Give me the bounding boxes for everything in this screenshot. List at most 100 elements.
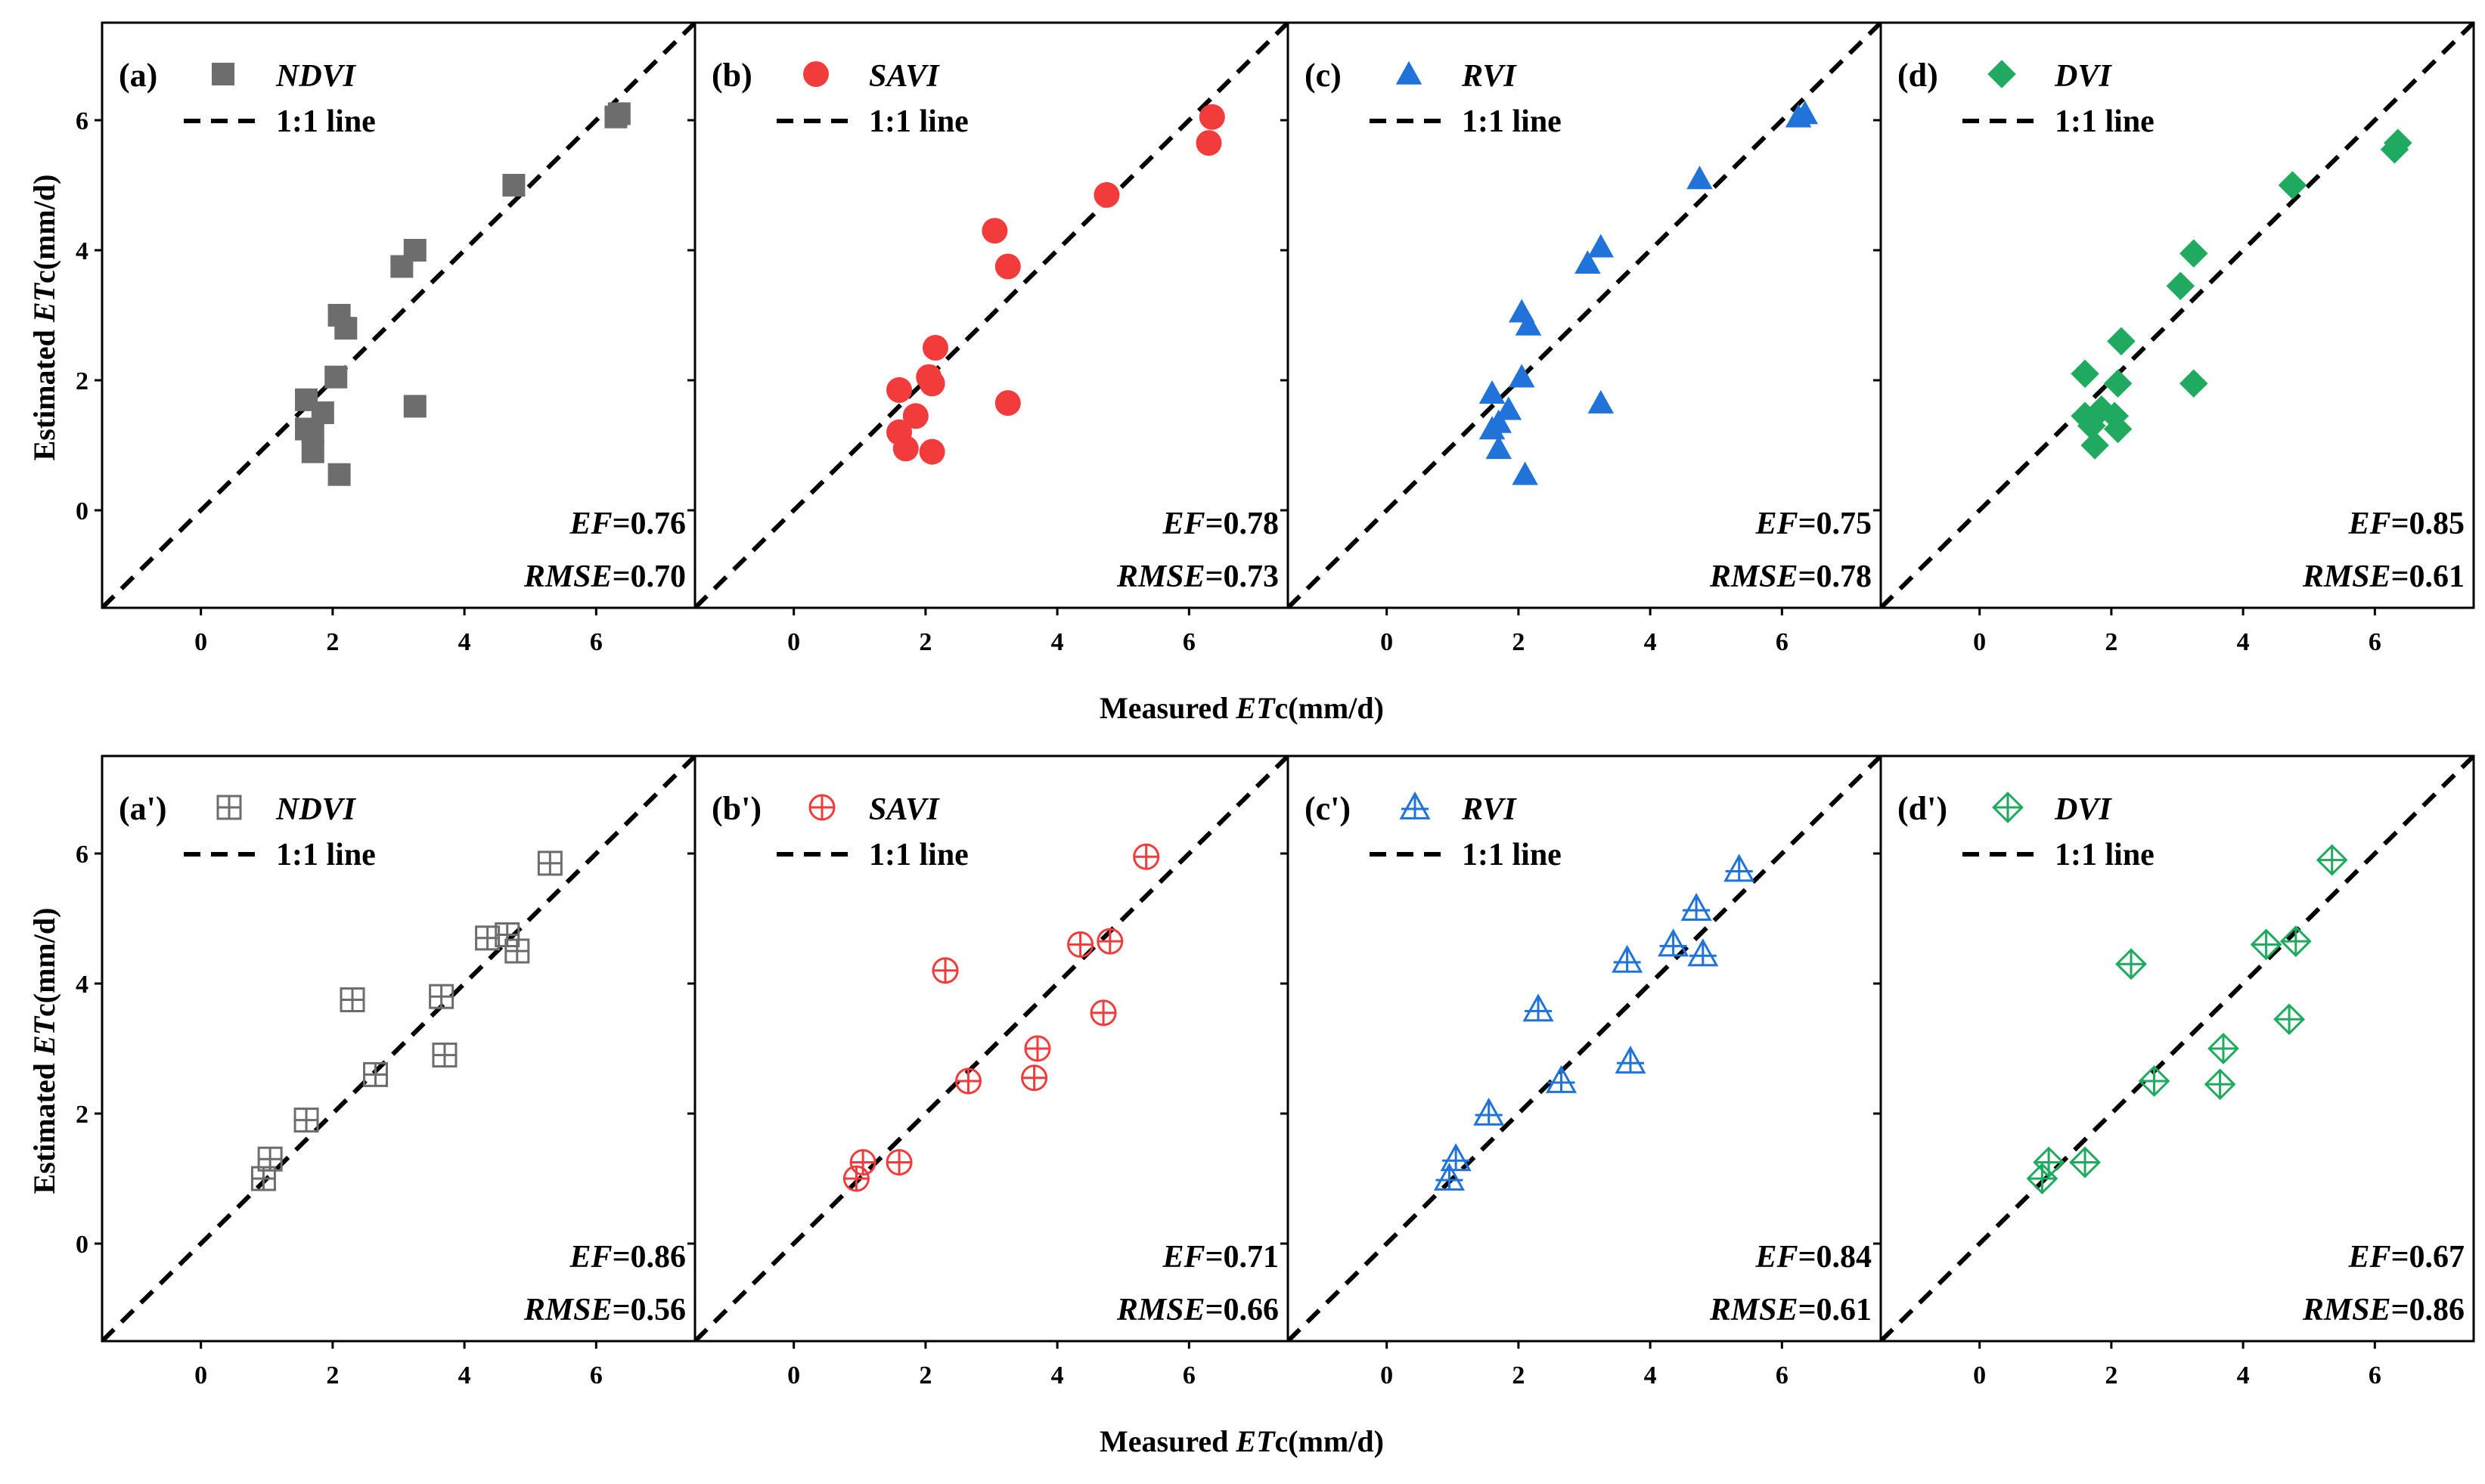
data-point bbox=[2273, 1003, 2305, 1036]
rmse-value: RMSE=0.73 bbox=[1116, 559, 1279, 594]
data-point bbox=[2103, 369, 2133, 398]
x-tick-label: 2 bbox=[919, 628, 932, 656]
data-point bbox=[1545, 1064, 1578, 1093]
x-tick-label: 4 bbox=[1644, 1362, 1657, 1390]
rmse-value: RMSE=0.61 bbox=[1709, 1293, 1872, 1328]
data-point bbox=[1686, 166, 1713, 190]
rmse-value: RMSE=0.70 bbox=[523, 559, 686, 594]
panel-label: (d') bbox=[1897, 790, 1947, 827]
data-point bbox=[293, 1108, 319, 1133]
data-point bbox=[2071, 359, 2099, 389]
data-point bbox=[607, 102, 631, 125]
x-tick-label: 2 bbox=[326, 628, 339, 656]
data-point bbox=[327, 463, 351, 486]
data-point bbox=[919, 370, 945, 397]
legend-line-label: 1:1 line bbox=[1462, 104, 1562, 139]
panel-label: (a) bbox=[119, 57, 157, 94]
panel-label: (a') bbox=[119, 790, 167, 827]
data-point bbox=[955, 1067, 982, 1095]
data-point bbox=[2279, 925, 2312, 957]
data-point bbox=[2278, 171, 2307, 200]
data-point bbox=[1512, 461, 1538, 485]
data-point bbox=[429, 984, 454, 1009]
data-point bbox=[1199, 104, 1225, 130]
rmse-value: RMSE=0.78 bbox=[1709, 559, 1872, 594]
x-tick-label: 0 bbox=[1380, 1362, 1393, 1390]
x-tick-label: 4 bbox=[2237, 1362, 2250, 1390]
y-tick-label: 0 bbox=[76, 1231, 88, 1259]
legend-marker bbox=[1395, 60, 1422, 85]
panel-d-prime: 0 2 4 6 (d') DVI 1:1 line EF=0.67 RMSE=0.86 bbox=[1873, 754, 2475, 1390]
y-axis-label-top: Estimated ETc(mm/d) bbox=[27, 175, 61, 461]
panel-label: (c') bbox=[1305, 790, 1351, 827]
data-point bbox=[504, 938, 530, 964]
x-axis-label-bottom: Measured ETc(mm/d) bbox=[1100, 1424, 1384, 1458]
legend-series-label: SAVI bbox=[869, 792, 940, 827]
data-point bbox=[2316, 844, 2348, 876]
data-point bbox=[311, 401, 334, 424]
ef-value: EF=0.75 bbox=[1755, 507, 1872, 541]
data-point bbox=[2138, 1065, 2170, 1097]
data-point bbox=[2166, 271, 2195, 301]
data-point bbox=[1658, 928, 1689, 957]
y-tick-label: 6 bbox=[76, 841, 88, 869]
data-point bbox=[1440, 1143, 1472, 1172]
data-point bbox=[502, 174, 526, 197]
x-tick-label: 4 bbox=[1644, 628, 1657, 656]
ef-value: EF=0.71 bbox=[1162, 1240, 1279, 1275]
legend-line-label: 1:1 line bbox=[1462, 838, 1562, 872]
data-point bbox=[2033, 1146, 2065, 1179]
legend-series-label: NDVI bbox=[275, 59, 357, 94]
x-tick-label: 6 bbox=[590, 1362, 603, 1390]
one-to-one-line bbox=[102, 23, 695, 608]
x-tick-label: 4 bbox=[1051, 1362, 1064, 1390]
legend-series-label: RVI bbox=[1461, 792, 1517, 827]
data-point bbox=[403, 239, 427, 262]
data-point bbox=[932, 957, 959, 984]
x-tick-label: 2 bbox=[1512, 1362, 1525, 1390]
data-point bbox=[495, 922, 520, 947]
data-point bbox=[886, 1149, 913, 1176]
data-point bbox=[849, 1149, 876, 1176]
data-point bbox=[2179, 369, 2208, 398]
plot-frame bbox=[1879, 754, 2475, 1343]
rmse-value: RMSE=0.66 bbox=[1116, 1293, 1279, 1328]
x-axis-label-top: Measured ETc(mm/d) bbox=[1100, 691, 1384, 725]
data-point bbox=[432, 1043, 458, 1068]
y-tick-label: 4 bbox=[76, 237, 88, 265]
data-point bbox=[1515, 311, 1542, 336]
data-point bbox=[2250, 928, 2282, 961]
x-tick-label: 6 bbox=[2369, 1362, 2381, 1390]
x-tick-label: 2 bbox=[326, 1362, 339, 1390]
legend-line-label: 1:1 line bbox=[276, 104, 376, 139]
x-tick-label: 4 bbox=[458, 628, 471, 656]
legend-line-label: 1:1 line bbox=[2055, 838, 2155, 872]
data-point bbox=[1615, 1046, 1646, 1074]
data-point bbox=[2069, 1146, 2101, 1179]
data-point bbox=[919, 438, 945, 465]
panel-c: 0 2 4 6 (c) RVI 1:1 line EF=0.75 RMSE=0.78 bbox=[1280, 21, 1882, 656]
data-point bbox=[363, 1061, 389, 1087]
legend-marker bbox=[808, 794, 836, 821]
ef-value: EF=0.84 bbox=[1755, 1240, 1872, 1275]
data-point bbox=[2103, 414, 2133, 444]
plot-frame bbox=[1879, 21, 2475, 609]
x-tick-label: 6 bbox=[2369, 628, 2381, 656]
x-tick-label: 6 bbox=[1183, 1362, 1196, 1390]
data-point bbox=[1574, 249, 1601, 274]
data-point bbox=[1067, 931, 1094, 958]
legend-marker bbox=[1992, 792, 2024, 823]
ef-value: EF=0.78 bbox=[1162, 507, 1279, 541]
data-point bbox=[2207, 1033, 2239, 1064]
panel-a-prime: 0 2 4 6 0 2 4 6 (a') NDVI 1:1 line EF=0.86 RMSE=0.56 bbox=[76, 754, 696, 1390]
data-point bbox=[340, 987, 365, 1012]
legend-series-label: NDVI bbox=[275, 792, 357, 827]
data-point bbox=[1485, 435, 1512, 460]
data-point bbox=[1508, 364, 1535, 388]
data-point bbox=[1090, 999, 1117, 1027]
x-tick-label: 2 bbox=[2105, 1362, 2117, 1390]
data-point bbox=[994, 390, 1021, 417]
x-tick-label: 2 bbox=[1512, 628, 1525, 656]
data-point bbox=[1478, 380, 1506, 404]
